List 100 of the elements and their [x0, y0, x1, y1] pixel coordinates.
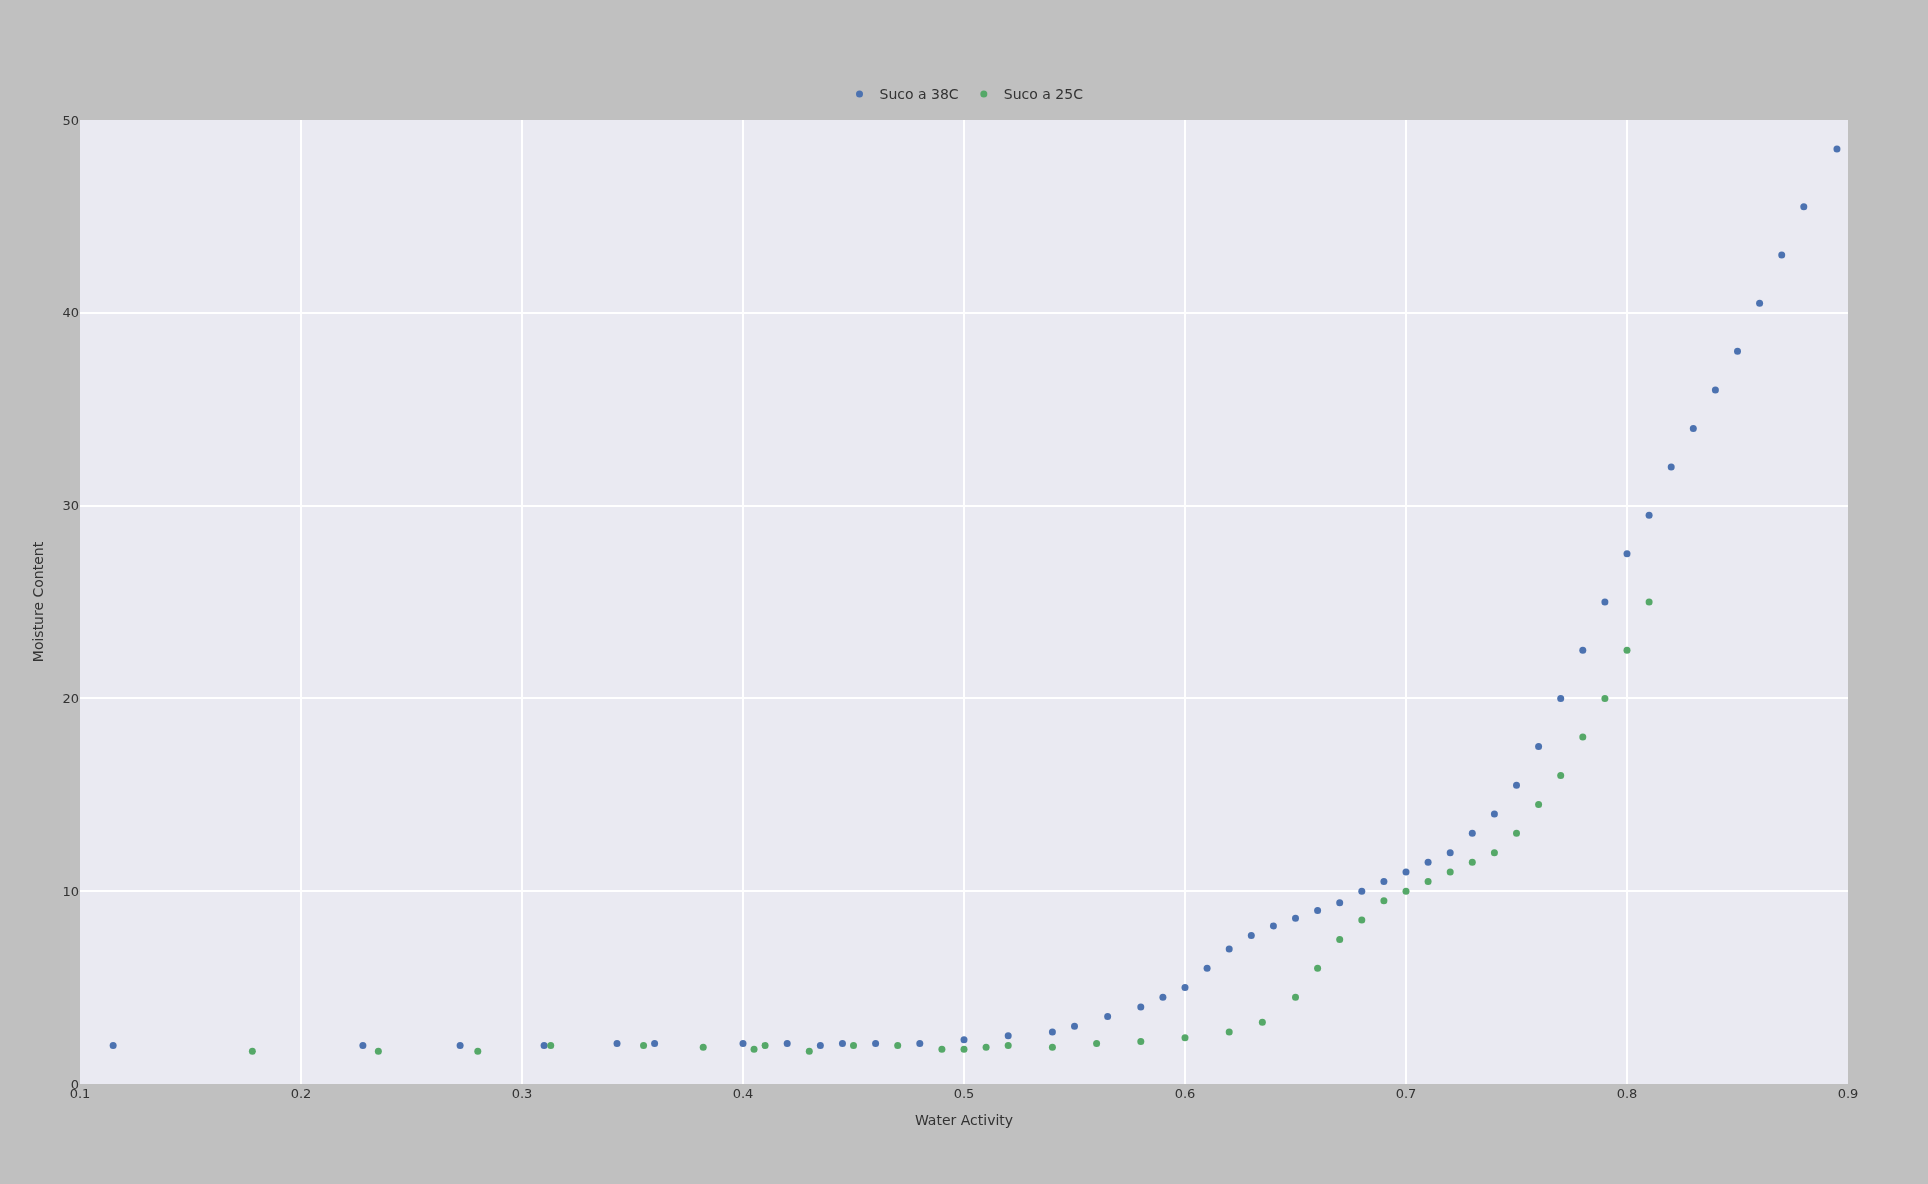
- x-tick-label: 0.5: [953, 1086, 975, 1101]
- legend-label: Suco a 25C: [1003, 86, 1084, 103]
- x-tick-label: 0.4: [732, 1086, 754, 1101]
- point: [1778, 251, 1786, 259]
- point: [1071, 1022, 1078, 1030]
- point: [1104, 1013, 1112, 1021]
- point: [1225, 945, 1233, 953]
- x-axis-title: Water Activity: [914, 1112, 1014, 1129]
- point: [1402, 887, 1410, 895]
- point: [456, 1041, 464, 1049]
- point: [1513, 829, 1520, 837]
- point: [1645, 598, 1653, 606]
- point: [1358, 916, 1366, 924]
- point: [805, 1047, 813, 1055]
- point: [1535, 800, 1543, 808]
- point: [1314, 906, 1322, 914]
- point: [374, 1047, 382, 1055]
- point: [1004, 1041, 1012, 1049]
- point: [960, 1045, 968, 1053]
- point: [1336, 935, 1344, 943]
- point: [1645, 511, 1653, 519]
- point: [1004, 1032, 1012, 1040]
- point: [1258, 1018, 1266, 1026]
- point: [1247, 932, 1255, 940]
- y-tick-label: 40: [62, 305, 79, 321]
- x-tick-label: 0.9: [1837, 1086, 1859, 1101]
- point: [613, 1040, 621, 1048]
- point: [1203, 964, 1211, 972]
- point: [1667, 463, 1675, 471]
- point: [1535, 743, 1543, 751]
- point: [651, 1040, 659, 1048]
- point: [850, 1041, 857, 1049]
- point: [1800, 203, 1808, 211]
- point: [938, 1045, 946, 1053]
- point: [1756, 299, 1764, 307]
- point: [816, 1041, 824, 1049]
- point: [540, 1041, 548, 1049]
- y-tick-label: 30: [62, 498, 79, 514]
- point: [1579, 646, 1587, 654]
- y-axis-title: Moisture Content: [30, 541, 47, 663]
- point: [1446, 849, 1454, 857]
- point: [1380, 897, 1388, 905]
- point: [1424, 858, 1432, 866]
- legend-label: Suco a 38C: [879, 86, 959, 103]
- point: [1402, 868, 1410, 876]
- point: [109, 1041, 117, 1049]
- point: [1380, 878, 1388, 886]
- x-tick-label: 0.3: [511, 1086, 533, 1101]
- point: [1292, 993, 1299, 1001]
- point: [359, 1041, 367, 1049]
- point: [872, 1040, 880, 1048]
- point: [1468, 829, 1476, 837]
- point: [1833, 145, 1841, 153]
- point: [1490, 810, 1498, 818]
- point: [1557, 772, 1565, 780]
- point: [838, 1040, 846, 1048]
- point: [1314, 964, 1322, 972]
- point: [916, 1040, 924, 1048]
- x-tick-label: 0.6: [1174, 1086, 1196, 1101]
- point: [1048, 1028, 1056, 1036]
- point: [1711, 386, 1719, 394]
- point: [1137, 1003, 1145, 1011]
- y-tick-label: 20: [62, 690, 79, 706]
- point: [1159, 993, 1167, 1001]
- y-tick-label: 10: [62, 883, 79, 899]
- point: [1623, 646, 1631, 654]
- point: [1358, 887, 1366, 895]
- point: [1689, 424, 1697, 432]
- point: [1601, 694, 1609, 702]
- point: [739, 1040, 747, 1048]
- point: [248, 1047, 256, 1055]
- point: [761, 1041, 769, 1049]
- point: [960, 1036, 968, 1044]
- point: [1093, 1040, 1101, 1048]
- x-tick-label: 0.2: [290, 1086, 312, 1101]
- point: [1601, 598, 1609, 606]
- point: [1623, 550, 1631, 558]
- point: [547, 1041, 555, 1049]
- point: [1579, 733, 1587, 741]
- point: [750, 1045, 758, 1053]
- point: [1424, 878, 1432, 886]
- point: [1446, 868, 1454, 876]
- point: [1734, 347, 1741, 355]
- point: [1137, 1038, 1145, 1046]
- x-tick-label: 0.8: [1616, 1086, 1638, 1101]
- point: [699, 1043, 707, 1051]
- x-tick-label: 0.7: [1395, 1086, 1417, 1101]
- point: [894, 1041, 902, 1049]
- point: [1269, 922, 1277, 930]
- point: [783, 1040, 791, 1048]
- point: [640, 1041, 648, 1049]
- point: [1490, 849, 1498, 857]
- point: [982, 1043, 990, 1051]
- point: [1225, 1028, 1233, 1036]
- y-tick-label: 50: [62, 112, 79, 128]
- point: [474, 1047, 482, 1055]
- point: [1181, 1034, 1189, 1042]
- point: [1513, 781, 1520, 789]
- point: [1468, 858, 1476, 866]
- point: [1557, 694, 1565, 702]
